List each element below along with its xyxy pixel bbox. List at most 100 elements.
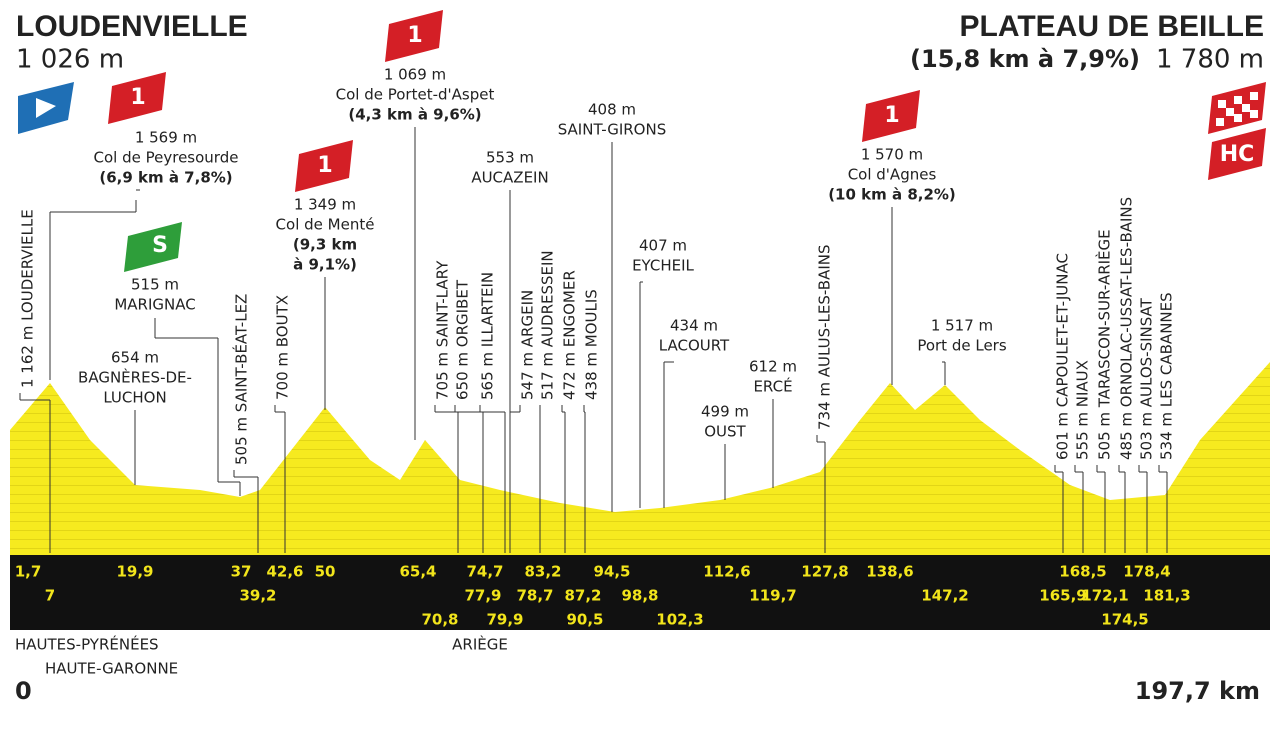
place-vertical: 700 m BOUTX	[274, 295, 292, 400]
km-mark: 138,6	[866, 563, 913, 581]
place-name: LUCHON	[103, 389, 166, 407]
sprint-label: S	[152, 233, 168, 258]
climb-badge	[385, 10, 443, 62]
climb-name: Col de Peyresourde	[94, 149, 239, 167]
finish-altitude: 1 780 m	[1156, 45, 1264, 75]
climb-detail: (9,3 km	[293, 236, 357, 254]
place-altitude: 654 m	[111, 349, 159, 367]
climb-category: 1	[130, 85, 145, 110]
place-vertical: 472 m ENGOMER	[561, 270, 579, 400]
sprint-badge	[124, 222, 182, 272]
km-mark: 112,6	[703, 563, 750, 581]
km-mark: 90,5	[566, 611, 603, 629]
climb-badge	[862, 90, 920, 142]
hc-badge	[1208, 128, 1266, 180]
climb-badge	[108, 72, 166, 124]
place-vertical: 438 m MOULIS	[583, 289, 601, 400]
climb-altitude: 1 349 m	[294, 196, 356, 214]
km-mark: 181,3	[1143, 587, 1190, 605]
distance-end: 197,7 km	[1135, 677, 1260, 705]
km-mark: 74,7	[466, 563, 503, 581]
place-name: OUST	[704, 423, 746, 441]
km-band	[10, 555, 1270, 630]
place-altitude: 612 m	[749, 358, 797, 376]
km-mark: 102,3	[656, 611, 703, 629]
km-mark: 83,2	[524, 563, 561, 581]
km-mark: 98,8	[621, 587, 658, 605]
distance-start: 0	[15, 677, 32, 705]
place-vertical: 534 m LES CABANNES	[1158, 292, 1176, 460]
place-name: ERCÉ	[753, 377, 792, 396]
km-mark: 119,7	[749, 587, 796, 605]
km-mark: 147,2	[921, 587, 968, 605]
km-mark: 168,5	[1059, 563, 1106, 581]
place-vertical: 705 m SAINT-LARY	[434, 260, 452, 400]
place-vertical: 547 m ARGEIN	[519, 290, 537, 400]
place-altitude: 499 m	[701, 403, 749, 421]
profile	[10, 362, 1270, 555]
km-mark: 1,7	[15, 563, 42, 581]
km-mark: 42,6	[266, 563, 303, 581]
km-mark: 79,9	[486, 611, 523, 629]
start-altitude: 1 026 m	[16, 45, 124, 75]
place-vertical: 485 m ORNOLAC-USSAT-LES-BAINS	[1118, 197, 1136, 460]
km-mark: 165,9	[1039, 587, 1086, 605]
finish-category: HC	[1220, 142, 1255, 167]
place-name: MARIGNAC	[114, 296, 195, 314]
climb-category: 1	[884, 103, 899, 128]
region: HAUTE-GARONNE	[45, 660, 178, 678]
place-altitude: 553 m	[486, 149, 534, 167]
finish-climb: (15,8 km à 7,9%)	[910, 45, 1140, 73]
place-name: AUCAZEIN	[471, 169, 548, 187]
place-vertical: 565 m ILLARTEIN	[479, 272, 497, 400]
region: ARIÈGE	[452, 635, 508, 654]
climb-detail: (4,3 km à 9,6%)	[348, 106, 481, 124]
place-name: Port de Lers	[917, 337, 1007, 355]
km-mark: 50	[315, 563, 336, 581]
climb-altitude: 1 570 m	[861, 146, 923, 164]
place-altitude: 434 m	[670, 317, 718, 335]
climb-name: Col de Menté	[276, 216, 375, 234]
km-mark: 174,5	[1101, 611, 1148, 629]
km-mark: 78,7	[516, 587, 553, 605]
climb-altitude: 1 569 m	[135, 129, 197, 147]
climb-detail: (10 km à 8,2%)	[828, 186, 956, 204]
km-mark: 65,4	[399, 563, 436, 581]
km-mark: 39,2	[239, 587, 276, 605]
km-mark: 70,8	[421, 611, 458, 629]
km-mark: 87,2	[564, 587, 601, 605]
place-altitude: 408 m	[588, 101, 636, 119]
km-mark: 77,9	[464, 587, 501, 605]
place-vertical: 650 m ORGIBET	[454, 279, 472, 400]
climb-detail: (6,9 km à 7,8%)	[99, 169, 232, 187]
finish-flag	[1208, 82, 1266, 134]
place-vertical: 601 m CAPOULET-ET-JUNAC	[1054, 253, 1072, 460]
climb-detail: à 9,1%)	[293, 256, 357, 274]
place-name: EYCHEIL	[632, 257, 694, 275]
place-vertical: 505 m SAINT-BÉAT-LEZ	[232, 294, 251, 465]
climb-name: Col d'Agnes	[848, 166, 937, 184]
place-name: BAGNÈRES-DE-	[78, 368, 192, 387]
start-name: LOUDENVIELLE	[16, 10, 248, 43]
region: HAUTES-PYRÉNÉES	[15, 635, 159, 654]
climb-badge	[295, 140, 353, 192]
place-vertical: 734 m AULUS-LES-BAINS	[816, 245, 834, 431]
climb-category: 1	[407, 23, 422, 48]
climb-altitude: 1 069 m	[384, 66, 446, 84]
km-mark: 172,1	[1081, 587, 1128, 605]
place-name: SAINT-GIRONS	[558, 121, 666, 139]
finish-name: PLATEAU DE BEILLE	[960, 10, 1264, 43]
place-vertical: 505 m TARASCON-SUR-ARIÈGE	[1095, 229, 1114, 460]
km-mark: 19,9	[116, 563, 153, 581]
km-mark: 7	[45, 587, 55, 605]
place-altitude: 1 517 m	[931, 317, 993, 335]
climb-category: 1	[317, 153, 332, 178]
km-mark: 178,4	[1123, 563, 1170, 581]
place-vertical: 503 m AULOS-SINSAT	[1138, 297, 1156, 460]
place-vertical: 555 m NIAUX	[1074, 360, 1092, 460]
place-name: LACOURT	[659, 337, 730, 355]
start-arrow	[36, 98, 56, 118]
km-mark: 94,5	[593, 563, 630, 581]
km-mark: 37	[231, 563, 252, 581]
